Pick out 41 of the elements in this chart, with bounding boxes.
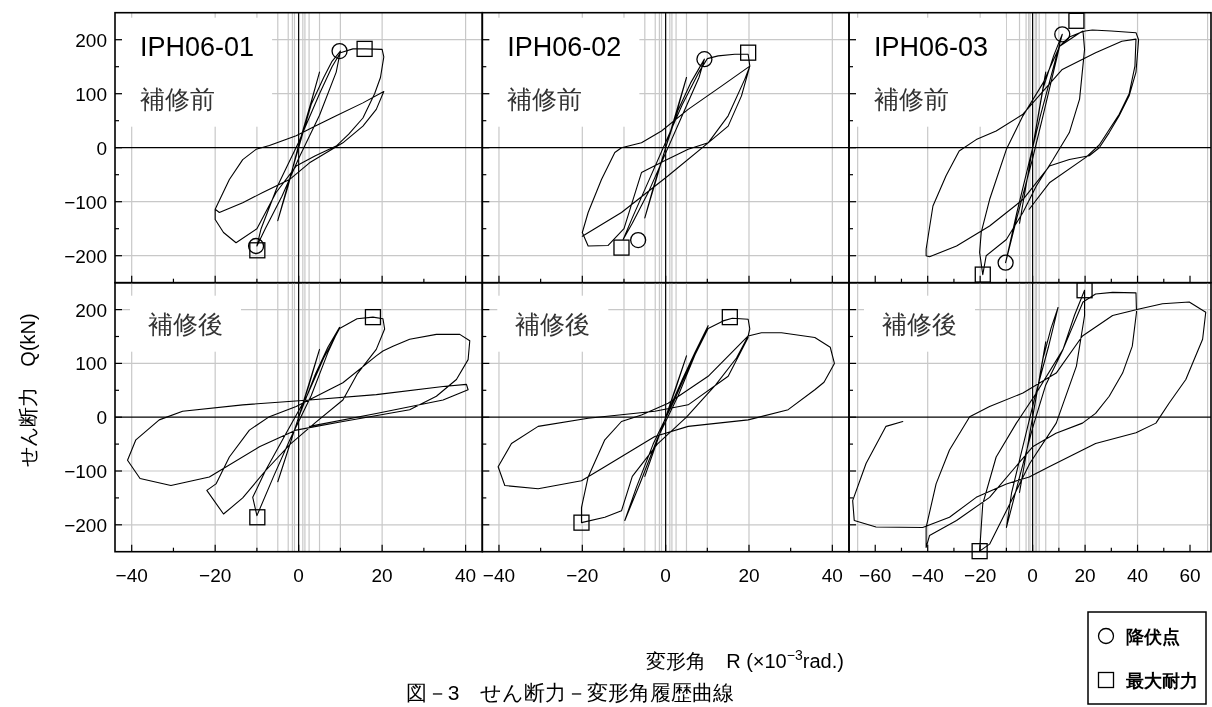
text: 図－3 せん断力－変形角履歴曲線 [405,681,735,704]
x-tick-label: 0 [1027,564,1038,586]
x-tick-label: −40 [482,564,516,586]
legend-label: 降伏点 [1126,627,1180,647]
y-tick-label: 200 [75,299,107,321]
x-tick-label: −20 [199,564,232,586]
y-tick-label: 100 [75,83,107,105]
annotation: 補修後 [515,309,591,338]
text: IPH06-02 [507,31,622,62]
y-tick-label: −100 [64,191,107,213]
x-tick-label: 0 [660,564,671,586]
x-tick-label: 0 [293,564,304,586]
y-tick-label: 0 [96,407,107,429]
x-tick-label: −40 [911,564,944,586]
y-tick-label: −100 [64,461,107,482]
annotation: 補修前 [874,84,949,113]
y-tick-label: −200 [64,514,107,536]
x-tick-label: 20 [1074,564,1096,586]
y-tick-label: −200 [64,245,107,267]
x-tick-label: −60 [859,564,892,586]
annotation: 補修前 [507,84,583,113]
y-tick-label: 200 [75,29,107,51]
x-tick-label: 60 [1179,564,1201,586]
text: IPH06-03 [874,31,989,62]
y-tick-label: 0 [96,137,107,159]
x-tick-label: −20 [566,564,599,586]
x-tick-label: 40 [455,564,477,586]
annotation: 補修前 [140,84,215,113]
x-axis-title: 変形角 R (×10$^{−3}$rad.) [646,647,844,672]
text: IPH06-01 [140,31,255,62]
x-tick-label: 40 [821,564,843,586]
x-tick-label: −40 [115,564,148,586]
x-tick-label: 20 [371,564,393,586]
x-tick-label: −20 [964,564,997,586]
legend-label: 最大耐力 [1125,671,1198,691]
annotation: 補修後 [882,309,957,338]
y-axis-title: せん断力 Q(kN) [17,313,39,467]
annotation: 補修後 [148,309,223,338]
x-tick-label: 40 [1126,564,1149,586]
x-tick-label: 20 [738,564,760,586]
y-tick-label: 100 [75,353,107,375]
